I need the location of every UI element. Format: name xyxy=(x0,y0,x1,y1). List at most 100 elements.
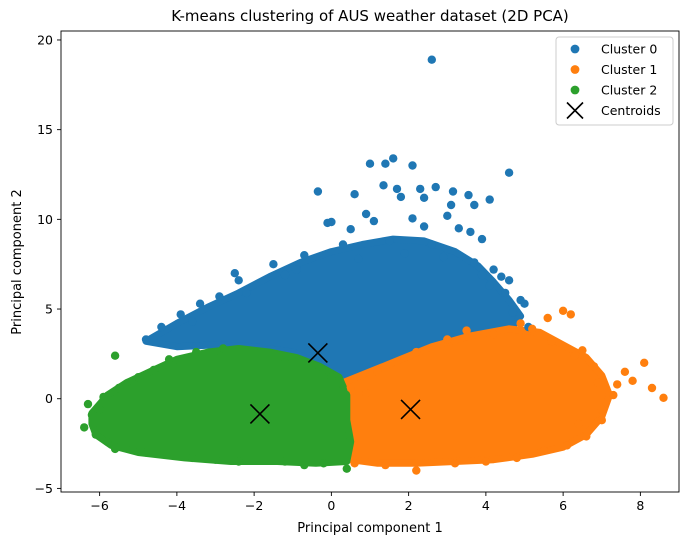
scatter-point-cluster-1 xyxy=(547,337,556,346)
scatter-point-cluster-0 xyxy=(230,269,239,278)
scatter-point-cluster-1 xyxy=(659,393,668,402)
x-axis-label: Principal component 1 xyxy=(297,521,442,536)
x-axis-ticks: −6 −4 −2 0 2 4 6 8 xyxy=(90,492,644,513)
scatter-point-cluster-0 xyxy=(477,234,487,244)
scatter-point-cluster-0 xyxy=(446,200,456,210)
scatter-point-cluster-0 xyxy=(346,225,355,234)
cluster-clouds xyxy=(88,235,613,467)
scatter-point-cluster-0 xyxy=(389,154,398,163)
scatter-point-cluster-2 xyxy=(141,448,151,457)
scatter-point-cluster-0 xyxy=(443,211,452,220)
scatter-point-cluster-0 xyxy=(369,216,379,226)
y-axis-label: Principal component 2 xyxy=(10,189,25,334)
scatter-point-cluster-0 xyxy=(485,195,494,204)
scatter-point-cluster-2 xyxy=(149,365,158,375)
scatter-point-cluster-1 xyxy=(412,347,421,357)
scatter-point-cluster-0 xyxy=(242,288,251,298)
scatter-point-cluster-1 xyxy=(516,319,525,328)
chart-title: K-means clustering of AUS weather datase… xyxy=(171,7,569,25)
scatter-point-cluster-2 xyxy=(327,373,336,382)
centroid-marker xyxy=(400,399,421,420)
y-tick-label: 5 xyxy=(45,302,53,317)
scatter-point-cluster-0 xyxy=(454,224,463,233)
scatter-point-cluster-2 xyxy=(342,464,351,473)
scatter-point-cluster-0 xyxy=(234,276,243,285)
scatter-point-cluster-2 xyxy=(219,344,228,353)
scatter-point-cluster-1 xyxy=(578,346,587,355)
scatter-point-cluster-2 xyxy=(338,385,348,394)
scatter-point-cluster-2 xyxy=(280,358,290,367)
scatter-point-cluster-0 xyxy=(195,299,205,308)
y-tick-label: 20 xyxy=(37,32,53,47)
scatter-point-cluster-1 xyxy=(647,383,657,393)
scatter-point-cluster-1 xyxy=(570,351,579,360)
scatter-point-cluster-2 xyxy=(192,347,201,357)
x-tick-label: 2 xyxy=(405,498,413,513)
scatter-point-cluster-2 xyxy=(134,373,143,382)
scatter-point-cluster-2 xyxy=(211,455,220,464)
scatter-point-cluster-1 xyxy=(613,380,622,389)
scatter-point-cluster-1 xyxy=(558,306,568,315)
scatter-point-cluster-1 xyxy=(589,362,599,371)
scatter-point-cluster-0 xyxy=(427,55,436,64)
legend-marker xyxy=(570,85,580,95)
scatter-point-cluster-2 xyxy=(234,457,243,466)
scatter-point-cluster-0 xyxy=(466,227,475,237)
scatter-point-cluster-2 xyxy=(307,362,317,371)
y-tick-label: −5 xyxy=(35,481,53,496)
scatter-point-cluster-2 xyxy=(249,347,259,357)
centroid-marker xyxy=(249,403,270,425)
scatter-point-cluster-0 xyxy=(408,214,417,223)
legend-label: Cluster 1 xyxy=(601,62,657,77)
scatter-point-cluster-0 xyxy=(385,236,394,246)
scatter-point-cluster-1 xyxy=(582,432,591,441)
scatter-point-cluster-0 xyxy=(350,190,359,199)
scatter-point-cluster-0 xyxy=(477,270,487,280)
scatter-point-cluster-2 xyxy=(164,355,174,364)
scatter-point-cluster-2 xyxy=(83,399,93,409)
scatter-point-cluster-0 xyxy=(188,317,197,326)
scatter-point-cluster-1 xyxy=(609,390,618,400)
scatter-point-cluster-0 xyxy=(280,270,290,280)
scatter-point-cluster-1 xyxy=(528,324,537,333)
scatter-point-cluster-1 xyxy=(443,335,452,344)
legend: Cluster 0 Cluster 1 Cluster 2 Centroids xyxy=(555,36,674,126)
scatter-point-cluster-1 xyxy=(597,416,606,425)
scatter-point-cluster-1 xyxy=(450,459,460,468)
scatter-point-cluster-2 xyxy=(110,351,120,360)
scatter-point-cluster-0 xyxy=(141,335,151,344)
scatter-point-cluster-1 xyxy=(543,313,552,323)
scatter-point-cluster-0 xyxy=(381,159,390,168)
scatter-point-cluster-0 xyxy=(508,308,518,317)
scatter-point-cluster-0 xyxy=(504,168,514,177)
scatter-point-cluster-1 xyxy=(512,453,521,463)
legend-box xyxy=(555,36,674,126)
y-tick-label: 10 xyxy=(37,212,53,227)
scatter-point-cluster-0 xyxy=(300,251,309,260)
scatter-point-cluster-0 xyxy=(416,184,425,194)
scatter-point-cluster-2 xyxy=(80,423,89,432)
x-tick-label: 6 xyxy=(559,498,567,513)
scatter-point-cluster-1 xyxy=(597,405,606,414)
scatter-point-cluster-2 xyxy=(114,383,124,393)
x-tick-label: −6 xyxy=(90,498,108,513)
scatter-point-cluster-0 xyxy=(419,193,429,202)
scatter-point-cluster-0 xyxy=(501,288,510,298)
scatter-point-cluster-1 xyxy=(462,326,471,335)
scatter-point-cluster-0 xyxy=(327,217,336,227)
scatter-point-cluster-1 xyxy=(574,419,583,428)
scatter-point-cluster-2 xyxy=(280,457,290,466)
x-tick-label: −4 xyxy=(168,498,186,513)
scatter-point-cluster-1 xyxy=(489,329,498,339)
scatter-point-cluster-0 xyxy=(470,258,479,267)
scatter-point-cluster-0 xyxy=(448,187,458,196)
x-tick-label: −2 xyxy=(245,498,263,513)
scatter-point-cluster-1 xyxy=(593,378,603,387)
scatter-point-cluster-1 xyxy=(562,441,572,450)
scatter-points xyxy=(80,55,668,475)
legend-marker xyxy=(566,101,584,120)
scatter-point-cluster-0 xyxy=(215,292,224,301)
y-tick-label: 0 xyxy=(45,391,53,406)
scatter-point-cluster-1 xyxy=(481,457,491,466)
